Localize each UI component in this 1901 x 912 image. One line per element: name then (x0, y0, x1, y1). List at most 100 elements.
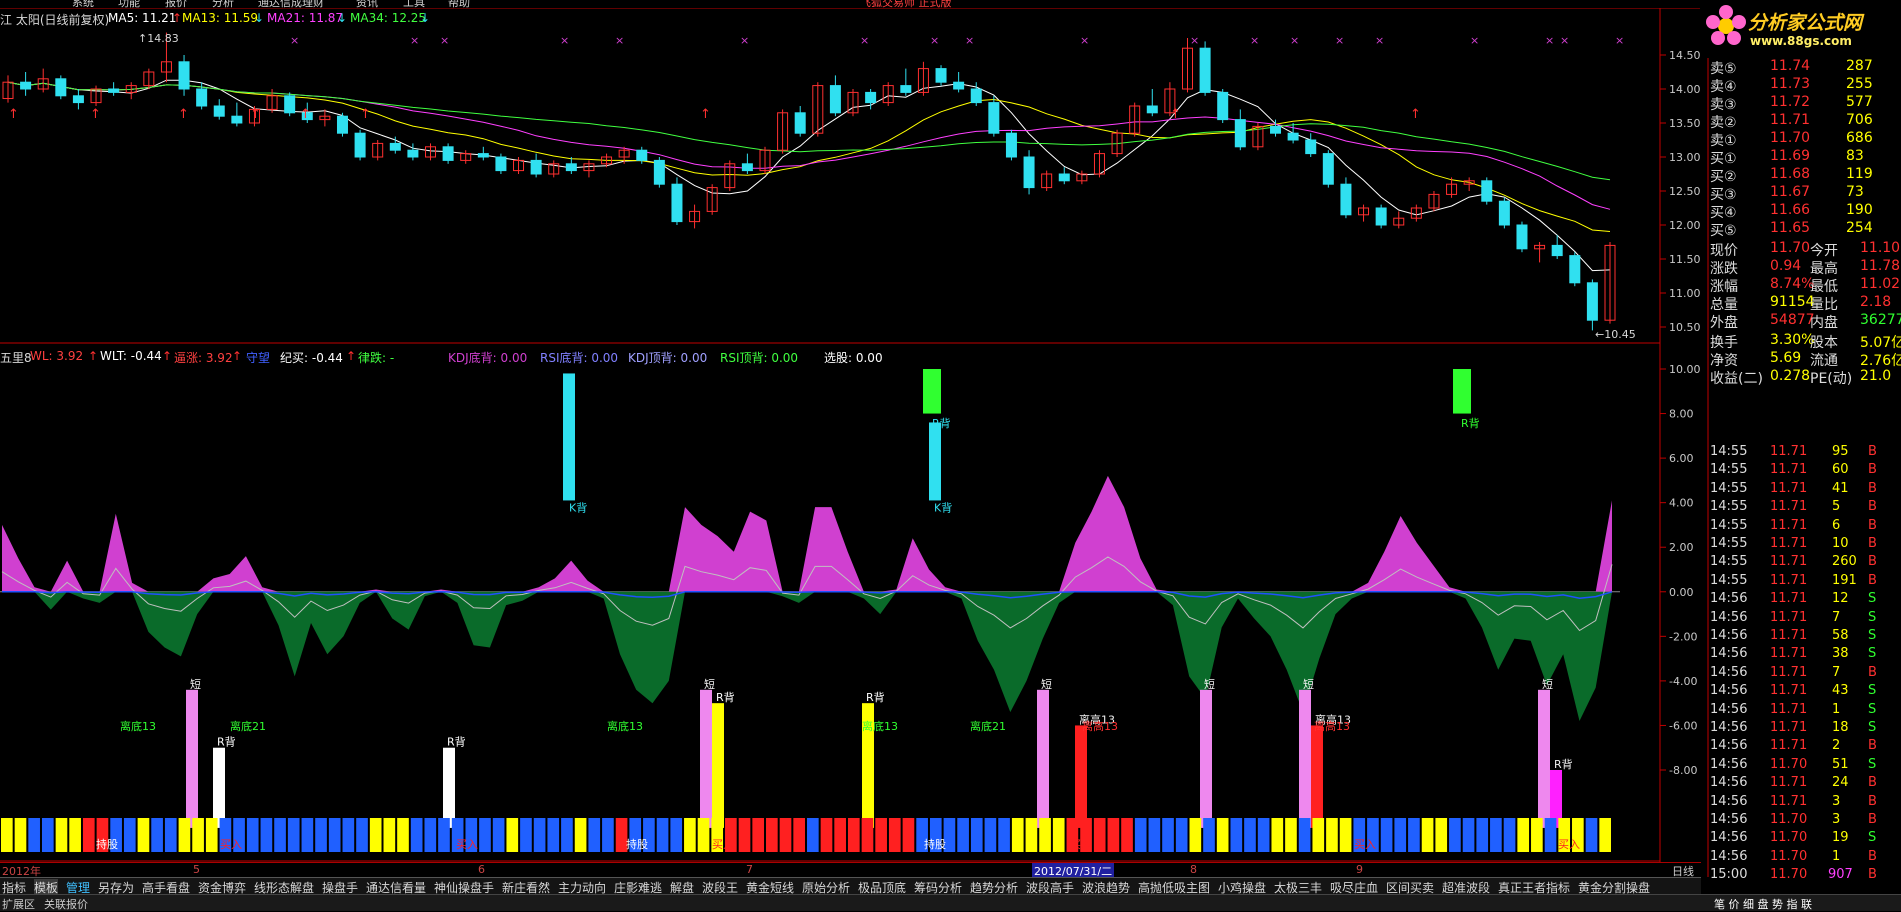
indicator-tab[interactable]: 筹码分析 (914, 881, 963, 895)
indicator-tab[interactable]: 区间买卖 (1386, 881, 1435, 895)
indicator-tab[interactable]: 波段王 (702, 881, 739, 895)
indicator-tab[interactable]: 操盘手 (322, 881, 359, 895)
indicator-tab[interactable]: 高抛低吸主图 (1138, 881, 1211, 895)
indicator-tab[interactable]: 模板 (34, 879, 59, 896)
position-strip-cell (1572, 818, 1584, 852)
position-strip-cell (861, 818, 874, 852)
indicator-tab[interactable]: 新庄看然 (502, 881, 551, 895)
signal-x-mark: × (1545, 34, 1554, 47)
price-tick-label: 14.00 (1669, 83, 1701, 96)
position-strip-cell (492, 818, 505, 852)
indicator-tab[interactable]: 太极三丰 (1274, 881, 1323, 895)
ma5-up-arrow-icon: ↑ (172, 11, 183, 25)
stat-row: 涨跌 0.94 最高 11.78 (1710, 258, 1901, 277)
position-strip-cell (520, 818, 532, 852)
position-strip-cell (615, 818, 628, 852)
menu-item-tools[interactable]: 工具 (403, 0, 425, 8)
tick-row: 14:56 11.71 1 S (1710, 701, 1877, 717)
menu-item-system[interactable]: 系统 (72, 0, 94, 8)
divergence-text-label: 离高13 (1314, 719, 1350, 733)
bid-row: 买② 11.68 119 (1710, 166, 1873, 185)
candle-body (812, 85, 824, 134)
ma5-value: MA5: 11.21 (108, 11, 177, 25)
indicator-tab[interactable]: 神仙操盘手 (434, 881, 495, 895)
menu-bar: 系统 功能 报价 分析 通达信成理财 资讯 工具 帮助 飞狐交易师 正式版 (0, 0, 1901, 8)
candle-body (1551, 244, 1563, 257)
status-expand[interactable]: 扩展区 (2, 898, 35, 911)
indicator-tab[interactable]: 趋势分析 (970, 881, 1019, 895)
menu-item-news[interactable]: 资讯 (356, 0, 378, 8)
menu-item-function[interactable]: 功能 (118, 0, 140, 8)
indicator-tab[interactable]: 指标 (2, 881, 27, 895)
indicator-tab[interactable]: 波段高手 (1026, 881, 1075, 895)
candle-body (1129, 105, 1141, 134)
indicator-tab[interactable]: 另存为 (98, 881, 135, 895)
position-strip-cell (369, 818, 382, 852)
tick-row: 14:55 11.71 95 B (1710, 444, 1877, 459)
date-month-9: 9 (1356, 863, 1363, 876)
bid-row: 买⑤ 11.65 254 (1710, 220, 1873, 239)
ma34-value: MA34: 12.25 (350, 11, 427, 25)
position-strip-cell (1039, 818, 1051, 852)
position-strip-cell (574, 818, 587, 852)
candle-body (108, 88, 120, 93)
indicator-tab[interactable]: 主力动向 (558, 881, 607, 895)
indicator-tab[interactable]: 通达信看量 (366, 881, 427, 895)
candle-body (1498, 200, 1510, 226)
menu-item-analysis[interactable]: 分析 (212, 0, 234, 8)
candle-body (988, 102, 1000, 134)
position-strip-cell (998, 818, 1010, 852)
indicator-tab[interactable]: 资金博弈 (198, 881, 247, 895)
indicator-tab[interactable]: 黄金短线 (746, 881, 795, 895)
position-strip-cell (1257, 818, 1270, 852)
menu-item-quote[interactable]: 报价 (165, 0, 187, 8)
indicator-tab[interactable]: 极品顶底 (858, 881, 907, 895)
indicator-tab[interactable]: 吸尽庄血 (1330, 881, 1379, 895)
position-label: 持股 (924, 837, 946, 851)
candle-body (143, 71, 155, 87)
position-strip-cell (451, 818, 464, 852)
indicator-tab[interactable]: 黄金分割操盘 (1578, 881, 1651, 895)
tick-row: 14:56 11.71 43 S (1710, 683, 1877, 699)
indicator-tab[interactable]: 小鸡操盘 (1218, 881, 1267, 895)
candle-body (1586, 282, 1598, 321)
bid-row: 买③ 11.67 73 (1710, 184, 1864, 203)
indicator-tab[interactable]: 管理 (66, 881, 91, 895)
indicator-tab[interactable]: 波浪趋势 (1082, 881, 1131, 895)
indicator-tab[interactable]: 线形态解盘 (254, 881, 315, 895)
position-strip-cell (711, 818, 724, 852)
tick-row: 14:56 11.71 7 S (1710, 609, 1877, 625)
position-strip-cell (41, 818, 54, 852)
signal-bar (1200, 689, 1212, 828)
indicator-tab[interactable]: 高手看盘 (142, 881, 191, 895)
ind-tick-label: 10.00 (1669, 363, 1701, 376)
candle-body (724, 163, 736, 189)
status-quote[interactable]: 关联报价 (44, 898, 88, 911)
position-strip-cell (356, 818, 368, 852)
menu-item-help[interactable]: 帮助 (448, 0, 470, 8)
ma21-line (7, 81, 1611, 210)
position-strip-cell (684, 818, 696, 852)
candle-body (741, 163, 753, 172)
indicator-tab[interactable]: 超准波段 (1442, 881, 1491, 895)
right-tab-bi[interactable]: 笔 价 细 盘 势 指 联 (1714, 898, 1812, 911)
signal-bar-label: 短 (704, 677, 715, 691)
period-label[interactable]: 日线 (1672, 865, 1694, 878)
candle-body (1287, 132, 1299, 141)
stat-row: 净资 5.69 流通 2.76亿 (1710, 350, 1901, 369)
candle-body (1410, 207, 1422, 219)
indicator-tab[interactable]: 原始分析 (802, 881, 851, 895)
ma13-value: MA13: 11.59 (182, 11, 259, 25)
menu-item-finance[interactable]: 通达信成理财 (258, 0, 324, 8)
position-strip-cell (28, 818, 40, 852)
tick-row: 14:56 11.71 58 S (1710, 628, 1877, 643)
ind-tick-label: 8.00 (1669, 408, 1694, 421)
position-strip-cell (1476, 818, 1489, 852)
candle-body (407, 149, 419, 158)
indicator-tab[interactable]: 真正王者指标 (1498, 881, 1571, 895)
candle-body (513, 159, 525, 172)
indicator-tab[interactable]: 庄影难逃 (614, 881, 663, 895)
position-strip-cell (1367, 818, 1379, 852)
candle-body (20, 81, 32, 90)
indicator-tab[interactable]: 解盘 (670, 881, 695, 895)
